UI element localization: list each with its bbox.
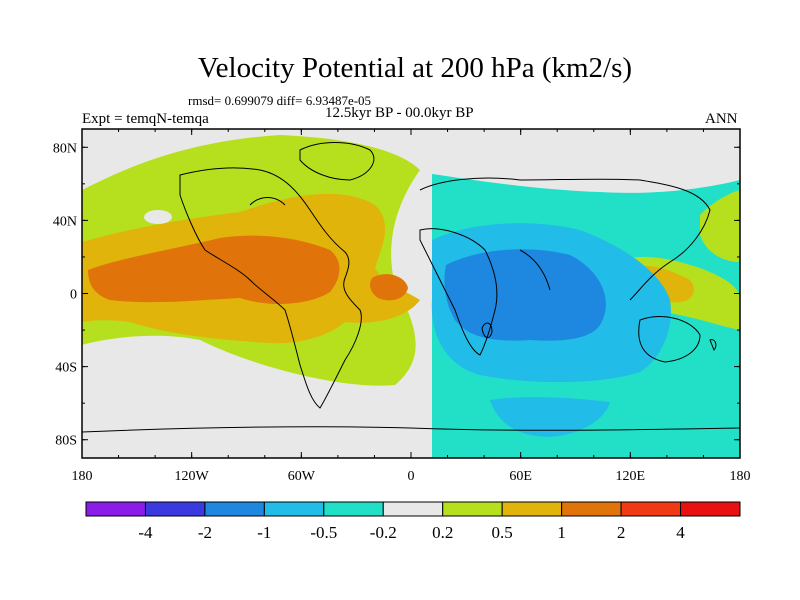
colorbar-swatch — [680, 501, 741, 517]
colorbar-swatch — [501, 501, 563, 517]
colorbar-label: 2 — [617, 523, 626, 542]
experiment-label: Expt = temqN-temqa — [82, 111, 209, 127]
colorbar-swatch — [85, 501, 146, 517]
y-tick-label: 40N — [53, 214, 77, 229]
field-positive-2 — [88, 235, 340, 304]
colorbar: -4 -2 -1 -0.5 -0.2 0.2 0.5 1 2 4 — [85, 501, 741, 542]
x-tick-label: 180 — [72, 469, 93, 484]
x-tick-label: 60W — [288, 469, 316, 484]
colorbar-label: -1 — [257, 523, 271, 542]
colorbar-label: -0.5 — [310, 523, 337, 542]
chart-title: Velocity Potential at 200 hPa (km2/s) — [197, 52, 633, 84]
colorbar-swatch — [263, 501, 325, 517]
field-atlantic-2 — [370, 274, 408, 301]
period-label: 12.5kyr BP - 00.0kyr BP — [325, 105, 474, 121]
colorbar-swatch — [323, 501, 384, 517]
coastlines — [82, 142, 740, 433]
field-antarctic-negative-0.5 — [490, 397, 610, 437]
rmsd-diff-stats: rmsd= 0.699079 diff= 6.93487e-05 — [188, 93, 372, 108]
colorbar-swatch — [620, 501, 682, 517]
colorbar-label: 0.5 — [492, 523, 513, 542]
season-label: ANN — [705, 111, 738, 127]
x-tick-label: 180 — [730, 469, 751, 484]
colorbar-swatch — [144, 501, 206, 517]
colorbar-label: -2 — [198, 523, 212, 542]
y-tick-label: 80S — [55, 434, 77, 449]
colorbar-swatch — [442, 501, 503, 517]
colorbar-swatch — [204, 501, 265, 517]
colorbar-swatch — [382, 501, 444, 517]
axes: 180 120W 60W 0 60E 120E 180 80N 40N 0 40S 80S — [53, 129, 751, 484]
map-field — [82, 129, 740, 458]
colorbar-label: 0.2 — [432, 523, 453, 542]
x-tick-label: 60E — [509, 469, 532, 484]
x-tick-label: 120W — [175, 469, 210, 484]
field-negative-1 — [444, 249, 606, 341]
y-tick-label: 80N — [53, 141, 77, 156]
x-tick-label: 120E — [616, 469, 646, 484]
x-tick-label: 0 — [408, 469, 415, 484]
y-tick-label: 0 — [70, 288, 77, 303]
colorbar-label: 1 — [557, 523, 566, 542]
colorbar-label: 4 — [676, 523, 685, 542]
colorbar-label: -0.2 — [370, 523, 397, 542]
field-arctic-zero — [420, 129, 740, 193]
field-north-pacific-zero — [144, 210, 172, 224]
colorbar-label: -4 — [138, 523, 153, 542]
colorbar-swatch — [561, 501, 622, 517]
y-tick-label: 40S — [55, 361, 77, 376]
field-west-pacific-positive — [700, 190, 740, 262]
field-south-atlantic-zero — [82, 336, 430, 432]
